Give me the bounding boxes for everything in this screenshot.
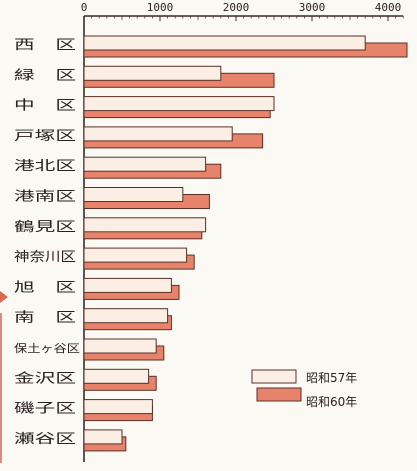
bar-series-1 [84,36,365,50]
category-label: 中 区 [14,99,76,114]
left-edge-rule [0,313,2,463]
category-label: 瀬谷区 [14,432,76,447]
category-label: 旭 区 [14,280,76,295]
category-label: 緑 区 [14,68,76,83]
bar-series-1 [84,157,206,171]
legend-swatch-series-2 [257,388,301,401]
x-tick-label: 0 [81,1,88,14]
category-label: 戸塚区 [14,129,76,144]
bar-series-1 [84,369,149,383]
bar-series-1 [84,278,171,292]
category-label: 磯子区 [14,402,76,417]
bar-series-1 [84,127,232,141]
category-label: 金沢区 [14,370,76,386]
x-tick-label: 3000 [299,1,326,14]
bar-series-1 [84,248,187,262]
x-tick-label: 2000 [223,1,250,14]
bar-series-1 [84,218,206,232]
bar-series-1 [84,430,122,444]
bar-series-1 [84,309,168,323]
legend-label-series-1: 昭和57年 [306,371,357,385]
category-label: 鶴見区 [14,219,76,235]
category-label: 神奈川区 [14,250,76,265]
x-tick-label: 4000 [375,1,402,14]
x-tick-label: 1000 [147,1,174,14]
bar-series-1 [84,188,183,202]
legend-label-series-2: 昭和60年 [306,395,357,409]
bar-series-1 [84,66,221,80]
left-edge-arrow-marker [0,291,8,303]
bar-series-1 [84,400,152,414]
legend-swatch-series-1 [252,370,296,383]
category-label: 西 区 [14,38,76,53]
category-label: 南 区 [14,310,76,326]
category-label: 港南区 [14,189,76,205]
bar-series-1 [84,339,156,353]
bar-series-1 [84,97,274,111]
category-label: 港北区 [14,159,76,174]
category-label: 保土ヶ谷区 [14,341,80,355]
